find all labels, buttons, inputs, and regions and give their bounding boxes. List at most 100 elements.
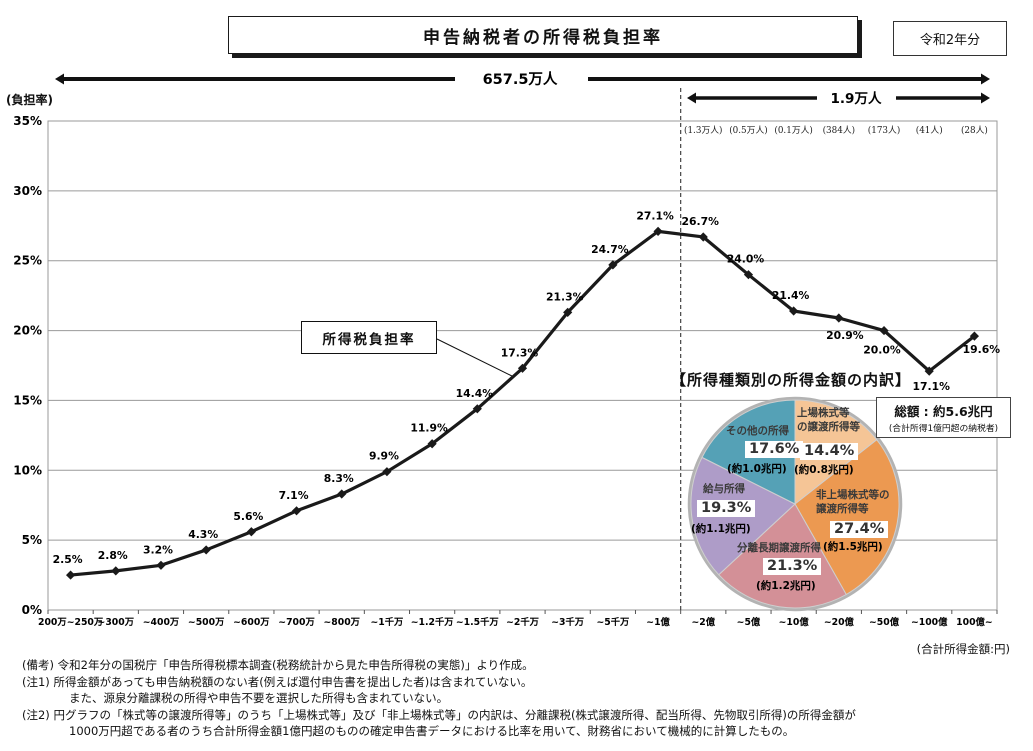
svg-text:20.9%: 20.9% — [826, 329, 864, 342]
left-population-arrow: 657.5万人 — [55, 71, 990, 88]
svg-text:25%: 25% — [13, 254, 42, 268]
footnote-line: また、源泉分離課税の所得や申告不要を選択した所得も含まれていない。 — [69, 691, 449, 705]
svg-text:21.4%: 21.4% — [772, 289, 810, 302]
svg-text:~1.5千万: ~1.5千万 — [456, 616, 499, 628]
svg-text:~800万: ~800万 — [323, 617, 360, 628]
svg-text:200万~250万: 200万~250万 — [38, 617, 103, 628]
pie-slice — [794, 439, 900, 596]
pie-slice — [718, 503, 847, 609]
svg-text:657.5万人: 657.5万人 — [483, 71, 558, 88]
y-axis-ticks: 0% 5% 10% 15% 20% 25% 30% 35% — [13, 114, 42, 617]
callout-leader-line — [436, 338, 515, 378]
footnote-line: (注2) 円グラフの「株式等の譲渡所得等」のうち「上場株式等」及び「非上場株式等… — [22, 707, 856, 722]
svg-text:2.5%: 2.5% — [53, 553, 83, 566]
svg-text:(0.5万人): (0.5万人) — [729, 125, 767, 136]
pie-slice-percent: 14.4% — [800, 443, 859, 460]
svg-text:10%: 10% — [13, 463, 42, 477]
page-title: 申告納税者の所得税負担率 — [228, 16, 858, 54]
svg-text:~500万: ~500万 — [188, 617, 225, 628]
svg-text:~700万: ~700万 — [278, 617, 315, 628]
pie-slice-amount: (約1.2兆円) — [756, 580, 816, 592]
footnote-line: 1000万円超である者のうち合計所得金額1億円超のものの確定申告書データにおける… — [69, 724, 795, 738]
svg-text:~50億: ~50億 — [869, 616, 900, 628]
svg-text:20.0%: 20.0% — [863, 344, 901, 357]
svg-text:7.1%: 7.1% — [279, 489, 309, 502]
svg-text:~10億: ~10億 — [779, 616, 810, 628]
x-axis-ticks: 200万~250万~300万 ~400万 ~500万 ~600万 ~700万 ~800万 ~… — [38, 610, 998, 628]
svg-text:~5千万: ~5千万 — [596, 616, 629, 628]
svg-text:20%: 20% — [13, 324, 42, 338]
footnote-line: (注1) 所得金額があっても申告納税額のない者(例えば還付申告書を提出した者)は… — [22, 674, 533, 689]
svg-text:(173人): (173人) — [868, 125, 900, 136]
svg-text:5.6%: 5.6% — [233, 510, 263, 523]
svg-text:17.1%: 17.1% — [912, 380, 950, 393]
svg-text:0%: 0% — [22, 603, 42, 617]
year-badge: 令和2年分 — [893, 21, 1007, 56]
svg-text:21.3%: 21.3% — [546, 290, 584, 303]
series-label-callout: 所得税負担率 — [301, 321, 437, 354]
svg-text:26.7%: 26.7% — [682, 215, 720, 228]
tax-rate-chart-canvas: 0% 5% 10% 15% 20% 25% 30% 35% 200万~250万~300万 ~400… — [13, 71, 1001, 628]
svg-text:100億~: 100億~ — [956, 616, 993, 628]
svg-text:~100億: ~100億 — [911, 616, 948, 628]
svg-text:~5億: ~5億 — [737, 616, 761, 628]
svg-text:~1.2千万: ~1.2千万 — [411, 616, 454, 628]
svg-text:~2億: ~2億 — [691, 616, 715, 628]
svg-text:~1億: ~1億 — [646, 616, 670, 628]
svg-text:~400万: ~400万 — [143, 617, 180, 628]
svg-text:1.9万人: 1.9万人 — [831, 91, 882, 107]
svg-text:8.3%: 8.3% — [324, 472, 354, 485]
footnote-line: (備考) 令和2年分の国税庁「申告所得税標本調査(税務統計から見た申告所得税の実… — [22, 658, 534, 672]
svg-text:~300万: ~300万 — [98, 617, 135, 628]
svg-text:30%: 30% — [13, 184, 42, 198]
svg-text:(28人): (28人) — [961, 125, 988, 136]
svg-text:2.8%: 2.8% — [98, 549, 128, 562]
pie-slice-amount: (約1.1兆円) — [691, 523, 751, 535]
svg-text:4.3%: 4.3% — [188, 528, 218, 541]
svg-text:(0.1万人): (0.1万人) — [774, 125, 812, 136]
pie-slice-percent: 19.3% — [697, 500, 756, 517]
svg-text:9.9%: 9.9% — [369, 450, 399, 463]
svg-text:(41人): (41人) — [916, 125, 943, 136]
svg-text:~3千万: ~3千万 — [551, 616, 584, 628]
footnotes: (備考) 令和2年分の国税庁「申告所得税標本調査(税務統計から見た申告所得税の実… — [22, 657, 856, 740]
svg-text:17.3%: 17.3% — [501, 346, 539, 359]
pie-slice-amount: (約1.0兆円) — [727, 463, 787, 475]
svg-text:24.0%: 24.0% — [727, 253, 765, 266]
svg-text:~600万: ~600万 — [233, 617, 270, 628]
y-axis-title: (負担率) — [6, 93, 53, 107]
svg-text:~20億: ~20億 — [824, 616, 855, 628]
right-population-arrow: 1.9万人 — [687, 91, 990, 107]
svg-text:3.2%: 3.2% — [143, 543, 173, 556]
svg-text:27.1%: 27.1% — [636, 209, 674, 222]
pie-slice-percent: 17.6% — [745, 441, 804, 458]
pie-slice-name: 分離長期譲渡所得 — [737, 542, 821, 554]
x-axis-unit-note: (合計所得金額:円) — [916, 642, 1010, 656]
pie-slice-name: 上場株式等 の譲渡所得等 — [797, 407, 860, 433]
svg-text:11.9%: 11.9% — [410, 422, 448, 435]
taxpayer-counts: (1.3万人) (0.5万人) (0.1万人) (384人) (173人) (41人) (2… — [684, 125, 988, 136]
svg-text:15%: 15% — [13, 393, 42, 407]
pie-total-box: 総額 : 約5.6兆円 (合計所得1億円超の納税者) — [876, 397, 1011, 438]
plot-grid — [47, 120, 998, 611]
pie-slice-name: 給与所得 — [703, 483, 745, 495]
svg-text:14.4%: 14.4% — [456, 387, 494, 400]
svg-text:24.7%: 24.7% — [591, 243, 629, 256]
data-labels: 2.5% 2.8% 3.2% 4.3% 5.6% 7.1% 8.3% 9.9% 11.9% 14.… — [53, 209, 1001, 566]
svg-text:19.6%: 19.6% — [963, 343, 1001, 356]
pie-total-subnote: (合計所得1億円超の納税者) — [888, 424, 999, 434]
pie-total-amount: 総額 : 約5.6兆円 — [894, 404, 993, 419]
pie-slice-name: その他の所得 — [726, 425, 789, 437]
data-point-markers — [65, 226, 980, 580]
pie-slice-percent: 21.3% — [763, 558, 822, 575]
svg-text:(384人): (384人) — [823, 125, 855, 136]
pie-slice-name: 非上場株式等の 譲渡所得等 — [816, 489, 890, 515]
svg-text:~2千万: ~2千万 — [506, 616, 539, 628]
svg-text:(1.3万人): (1.3万人) — [684, 125, 722, 136]
pie-slice-amount: (約1.5兆円) — [823, 541, 883, 553]
svg-text:5%: 5% — [22, 533, 42, 547]
pie-slice-amount: (約0.8兆円) — [794, 464, 854, 476]
pie-slice-percent: 27.4% — [830, 521, 889, 538]
pie-section-title: 【所得種類別の所得金額の内訳】 — [671, 371, 912, 389]
